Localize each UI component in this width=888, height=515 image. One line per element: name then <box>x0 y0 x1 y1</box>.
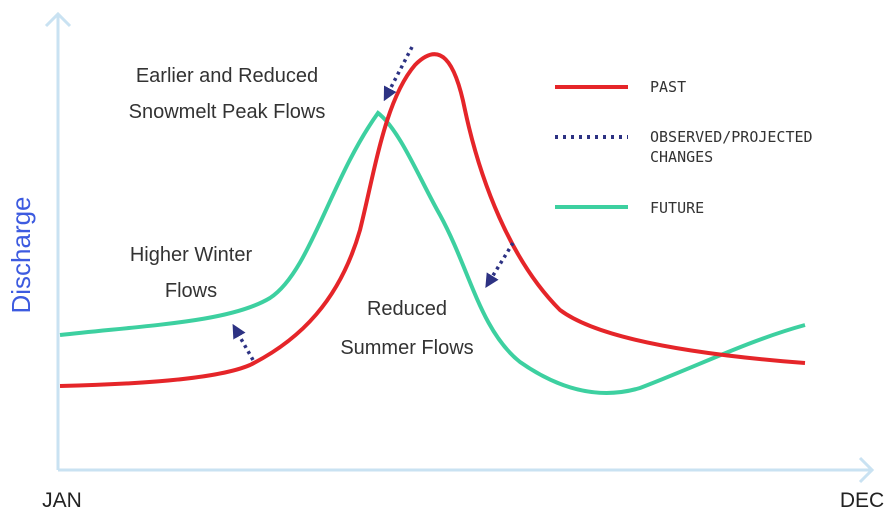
legend: PAST OBSERVED/PROJECTED CHANGES FUTURE <box>555 78 813 217</box>
annotation-line: Snowmelt Peak Flows <box>129 101 326 123</box>
axes <box>44 11 875 484</box>
annotation: Reduced Summer Flows <box>340 298 473 359</box>
x-end: DEC <box>840 489 884 512</box>
change-arrows <box>232 46 515 361</box>
annotation-line: Summer Flows <box>340 337 473 359</box>
y-arrow <box>44 11 72 28</box>
arrow <box>485 242 515 288</box>
legend-line: OBSERVED/PROJECTED <box>650 128 813 146</box>
x-arrow <box>858 456 875 484</box>
y-label: Discharge <box>6 196 36 313</box>
annotation-line: Higher Winter <box>130 244 253 266</box>
future-curve <box>59 110 806 395</box>
annotation: Higher Winter Flows <box>130 244 253 302</box>
annotation-line: Flows <box>165 280 217 302</box>
legend-label: PAST <box>650 78 686 96</box>
arrow <box>383 46 414 102</box>
past-curve <box>59 52 806 388</box>
arrow <box>232 323 255 361</box>
x-start: JAN <box>42 489 82 512</box>
legend-line: CHANGES <box>650 148 713 166</box>
annotation-line: Reduced <box>367 298 447 320</box>
annotation: Earlier and Reduced Snowmelt Peak Flows <box>129 65 326 123</box>
annotation-line: Earlier and Reduced <box>136 65 318 87</box>
legend-label: OBSERVED/PROJECTED CHANGES <box>650 128 813 166</box>
legend-label: FUTURE <box>650 199 704 217</box>
